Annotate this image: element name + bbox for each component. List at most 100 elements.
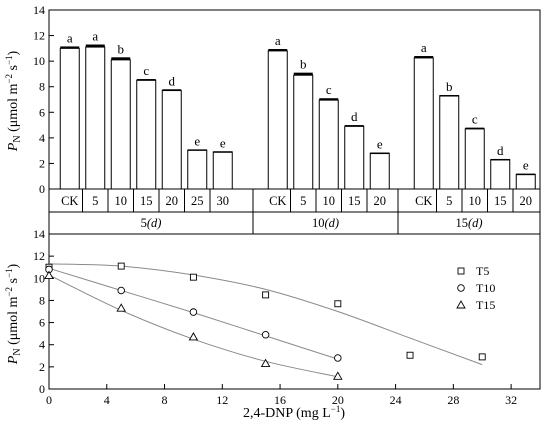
bar-y-tick-label: 8 [39, 80, 45, 94]
fit-curve-t15 [48, 274, 338, 378]
xlabel-exp: −1 [331, 404, 341, 414]
category-label: CK [269, 194, 286, 208]
bar [318, 99, 339, 190]
data-point-t5 [189, 273, 197, 281]
scatter-y-tick-label: 4 [39, 338, 45, 352]
bar [267, 50, 288, 190]
bar-y-tick-label: 0 [39, 182, 45, 196]
group-label-unit: (d) [147, 216, 162, 230]
group-label: 15(d) [455, 216, 482, 230]
group-label: 5(d) [141, 216, 162, 230]
group-label-value: 10 [312, 216, 325, 230]
significance-letter: a [67, 30, 73, 45]
category-label: 10 [323, 194, 336, 208]
scatter-x-tick-label: 32 [505, 393, 517, 407]
bar [293, 74, 314, 190]
bar [212, 151, 233, 190]
category-label: 15 [494, 194, 507, 208]
ylabel-sub: N [12, 348, 23, 355]
bar-y-tick-label: 2 [39, 156, 45, 170]
category-label: 10 [115, 194, 128, 208]
scatter-y-tick-label: 14 [33, 227, 45, 241]
category-label: 30 [217, 194, 230, 208]
data-point-t10 [334, 354, 342, 362]
scatter-x-tick-label: 8 [162, 393, 168, 407]
error-bar [344, 125, 364, 127]
significance-letter: b [300, 57, 307, 72]
scatter-x-tick-label: 16 [274, 393, 286, 407]
category-label: 5 [300, 194, 306, 208]
category-label: 5 [92, 194, 98, 208]
error-bar [439, 95, 459, 97]
data-point-t5 [262, 291, 270, 299]
ylabel-exp2: −1 [4, 55, 14, 65]
xlabel-units: (mg L [293, 406, 331, 421]
ylabel-sub: N [12, 135, 23, 142]
bar-y-tick-label: 6 [39, 105, 45, 119]
data-point-t10 [117, 286, 125, 295]
bar [490, 159, 511, 190]
significance-letter: c [326, 82, 332, 97]
ylabel-main: P [6, 355, 21, 365]
group-label-unit: (d) [324, 216, 339, 230]
data-point-t5 [478, 353, 486, 361]
bar-y-axis-label: PN (μmol m−2 s−1) [4, 50, 23, 152]
group-label-value: 15 [455, 216, 468, 230]
data-point-t15 [260, 358, 271, 367]
category-label: 10 [469, 194, 482, 208]
bar [464, 128, 485, 190]
category-label: 15 [140, 194, 153, 208]
ylabel-units: (μmol m [6, 296, 21, 348]
error-bar [516, 173, 536, 176]
bar [110, 59, 131, 190]
scatter-x-tick-label: 20 [332, 393, 344, 407]
significance-letter: c [472, 112, 478, 127]
bar [369, 152, 390, 190]
category-label: CK [415, 194, 432, 208]
category-label: 20 [374, 194, 387, 208]
scatter-x-tick-label: 12 [216, 393, 228, 407]
bar [187, 149, 208, 190]
error-bar [187, 149, 207, 151]
ylabel-exp1: −2 [4, 74, 14, 84]
error-bar [111, 57, 131, 60]
error-bar [60, 46, 80, 49]
significance-letter: d [169, 73, 176, 88]
ylabel-exp1: −2 [4, 287, 14, 297]
error-bar [490, 158, 510, 161]
scatter-x-tick-label: 24 [390, 393, 402, 407]
significance-letter: e [377, 137, 383, 152]
data-point-t5 [334, 300, 342, 308]
error-bar [213, 151, 233, 153]
bar-y-tick-label: 4 [39, 131, 45, 145]
scatter-x-tick-label: 28 [447, 393, 459, 407]
scatter-y-tick-label: 12 [33, 249, 45, 263]
scatter-x-tick-label: 4 [104, 393, 110, 407]
bar [515, 173, 536, 190]
xlabel-text: 2,4-DNP [243, 406, 293, 421]
category-label: 5 [446, 194, 452, 208]
scatter-y-axis-label: PN (μmol m−2 s−1) [4, 263, 23, 365]
significance-letter: d [497, 143, 504, 158]
error-bar [293, 72, 313, 76]
fit-curve-t5 [48, 263, 483, 366]
significance-letter: b [446, 79, 453, 94]
significance-letter: c [143, 63, 149, 78]
scatter-x-tick-label: 0 [46, 393, 52, 407]
scatter-y-tick-label: 10 [33, 271, 45, 285]
data-point-t15 [188, 332, 199, 341]
scatter-y-tick-label: 2 [39, 360, 45, 374]
data-point-t10 [261, 331, 270, 339]
significance-letter: e [194, 133, 200, 148]
data-point-t15 [44, 270, 54, 279]
error-bar [162, 89, 182, 91]
scatter-y-tick-label: 0 [39, 382, 45, 396]
bar [85, 46, 106, 190]
bar-y-tick-label: 12 [33, 29, 45, 43]
legend-label-t5: T5 [476, 264, 489, 278]
ylabel-mid: s [6, 278, 21, 287]
bar [344, 125, 365, 190]
error-bar [268, 48, 288, 51]
category-label: CK [61, 194, 78, 208]
